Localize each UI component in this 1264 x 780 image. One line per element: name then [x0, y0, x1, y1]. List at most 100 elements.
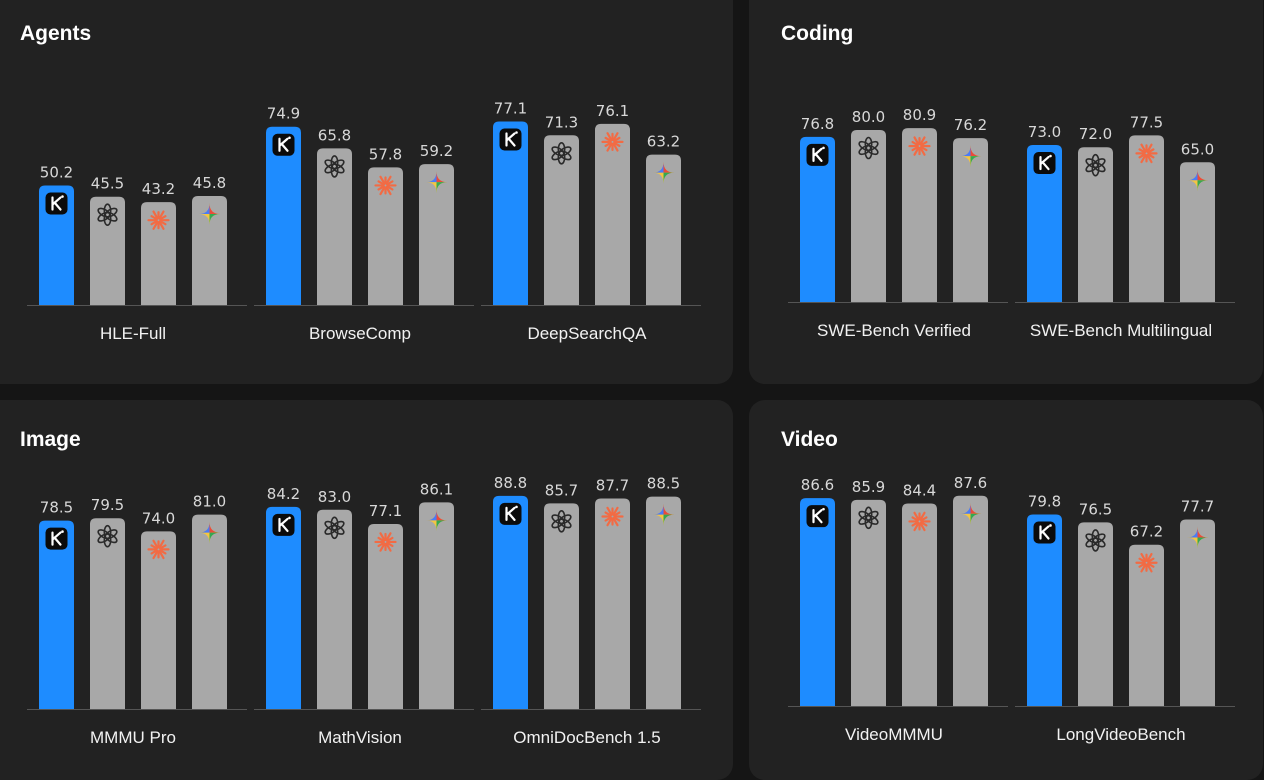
- bar-value-label: 87.6: [954, 474, 987, 492]
- bar-value-label: 83.0: [318, 488, 351, 506]
- bar: [39, 520, 74, 709]
- bar-value-label: 76.2: [954, 116, 987, 134]
- category-label: LongVideoBench: [1056, 725, 1185, 744]
- video-panel: Video 86.6 85.9 84.4 87.6 VideoMMMU 79.8 76.5 6…: [749, 400, 1263, 780]
- bar-value-label: 76.1: [596, 102, 629, 120]
- openai-logo-icon: [1085, 153, 1106, 177]
- bar: [141, 202, 176, 305]
- kimi-logo-icon: [806, 505, 829, 528]
- claude-logo-icon: [908, 511, 931, 532]
- bar: [1027, 514, 1062, 706]
- bar: [1078, 522, 1113, 706]
- kimi-logo-icon: [1033, 521, 1056, 544]
- bar-value-label: 85.7: [545, 481, 578, 499]
- bar-value-label: 67.2: [1130, 523, 1163, 541]
- category-label: SWE-Bench Multilingual: [1030, 321, 1212, 340]
- bar: [192, 195, 227, 305]
- bar-value-label: 79.5: [91, 496, 124, 514]
- gemini-logo-icon: [1186, 169, 1209, 192]
- bar: [419, 164, 454, 305]
- video-panel-title: Video: [781, 428, 838, 451]
- bar: [317, 509, 352, 709]
- bar: [141, 531, 176, 709]
- bar: [544, 503, 579, 709]
- kimi-logo-icon: [272, 513, 295, 536]
- bar: [902, 503, 937, 706]
- bar-value-label: 59.2: [420, 142, 453, 160]
- category-label: MathVision: [318, 728, 402, 747]
- bar: [595, 123, 630, 305]
- bar: [368, 523, 403, 709]
- category-label: BrowseComp: [309, 324, 411, 343]
- bar: [953, 138, 988, 302]
- category-label: OmniDocBench 1.5: [513, 728, 660, 747]
- bar: [1027, 145, 1062, 302]
- bar: [1078, 147, 1113, 302]
- bar: [419, 502, 454, 709]
- agents-panel: Agents 50.2 45.5 43.2 45.8 HLE-Full 74.9 65.8 5…: [0, 0, 733, 384]
- kimi-logo-icon: [806, 143, 829, 166]
- bar: [953, 495, 988, 706]
- claude-logo-icon: [908, 136, 931, 156]
- bar: [646, 154, 681, 305]
- bar: [368, 167, 403, 305]
- claude-logo-icon: [1135, 552, 1158, 573]
- bar-value-label: 77.7: [1181, 498, 1214, 516]
- bar: [851, 130, 886, 302]
- bar: [317, 148, 352, 305]
- claude-logo-icon: [1135, 143, 1158, 164]
- bar: [493, 121, 528, 305]
- coding-panel: Coding 76.8 80.0 80.9 76.2 SWE-Bench Verifie…: [749, 0, 1263, 384]
- bar-value-label: 72.0: [1079, 125, 1112, 143]
- claude-logo-icon: [601, 132, 624, 152]
- kimi-logo-icon: [272, 133, 295, 156]
- bar-value-label: 57.8: [369, 145, 402, 163]
- bar-value-label: 79.8: [1028, 492, 1061, 510]
- openai-logo-icon: [551, 510, 572, 533]
- gemini-logo-icon: [959, 502, 982, 525]
- bar-value-label: 73.0: [1028, 123, 1061, 141]
- bar-value-label: 85.9: [852, 478, 885, 496]
- claude-logo-icon: [601, 506, 624, 527]
- gemini-logo-icon: [425, 509, 448, 532]
- bar-value-label: 71.3: [545, 113, 578, 131]
- bar-value-label: 76.5: [1079, 500, 1112, 518]
- bar-value-label: 80.0: [852, 108, 885, 126]
- kimi-logo-icon: [45, 192, 68, 215]
- bar: [192, 514, 227, 709]
- bar-value-label: 77.1: [494, 100, 527, 118]
- bar: [266, 126, 301, 305]
- category-label: DeepSearchQA: [527, 324, 647, 343]
- bar: [1129, 544, 1164, 706]
- bar: [544, 135, 579, 305]
- bar: [39, 185, 74, 305]
- gemini-logo-icon: [198, 202, 221, 225]
- bar-value-label: 84.2: [267, 485, 300, 503]
- bar-value-label: 45.5: [91, 175, 124, 193]
- gemini-logo-icon: [959, 145, 982, 168]
- category-label: VideoMMMU: [845, 725, 943, 744]
- bar-value-label: 87.7: [596, 477, 629, 495]
- gemini-logo-icon: [652, 503, 675, 526]
- bar-value-label: 63.2: [647, 133, 680, 151]
- claude-logo-icon: [147, 210, 170, 230]
- bar: [902, 128, 937, 302]
- bar: [90, 196, 125, 305]
- bar-value-label: 50.2: [40, 164, 73, 182]
- bar: [493, 495, 528, 709]
- category-label: HLE-Full: [100, 324, 166, 343]
- bar-value-label: 80.9: [903, 106, 936, 124]
- bar-value-label: 65.8: [318, 126, 351, 144]
- kimi-logo-icon: [499, 502, 522, 525]
- bar: [1180, 162, 1215, 302]
- category-label: SWE-Bench Verified: [817, 321, 971, 340]
- openai-logo-icon: [858, 506, 879, 530]
- openai-logo-icon: [858, 136, 879, 160]
- bar-value-label: 43.2: [142, 180, 175, 198]
- image-panel: Image 78.5 79.5 74.0 81.0 MMMU Pro 84.2 83.0 77…: [0, 400, 733, 780]
- bar-value-label: 74.9: [267, 105, 300, 123]
- bar-value-label: 81.0: [193, 493, 226, 511]
- kimi-logo-icon: [1033, 152, 1056, 175]
- bar: [1129, 135, 1164, 302]
- bar-value-label: 88.8: [494, 474, 527, 492]
